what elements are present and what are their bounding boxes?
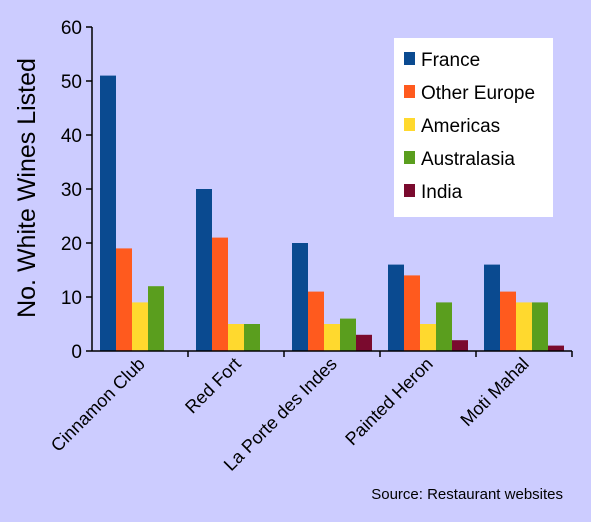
bar-india-2 (356, 334, 372, 351)
legend-swatch-france (404, 52, 415, 65)
bar-france-3 (388, 264, 404, 351)
bar-france-4 (484, 264, 500, 351)
y-tick-label: 50 (61, 72, 82, 93)
bar-other-europe-0 (116, 248, 132, 351)
bar-india-3 (452, 340, 468, 351)
bar-americas-0 (132, 302, 148, 351)
x-category-label: Cinnamon Club (47, 354, 149, 456)
y-tick-label: 20 (61, 234, 82, 255)
y-tick-label: 0 (71, 342, 82, 363)
bar-australasia-2 (340, 318, 356, 351)
x-category-label: Red Fort (181, 354, 245, 418)
legend-box (394, 38, 553, 217)
bar-other-europe-2 (308, 291, 324, 351)
bar-australasia-0 (148, 286, 164, 351)
legend-swatch-americas (404, 118, 415, 131)
bar-india-4 (548, 345, 564, 351)
legend: France Other Europe Americas Australasia Ind… (394, 38, 553, 217)
bar-france-2 (292, 243, 308, 351)
x-category-label: Painted Heron (341, 354, 437, 450)
bar-france-0 (100, 75, 116, 351)
legend-swatch-australasia (404, 151, 415, 164)
legend-label: Other Europe (421, 83, 535, 104)
bar-australasia-1 (244, 324, 260, 351)
bar-americas-1 (228, 324, 244, 351)
bar-other-europe-1 (212, 237, 228, 351)
bar-americas-4 (516, 302, 532, 351)
y-tick-label: 60 (61, 18, 82, 39)
bar-other-europe-3 (404, 275, 420, 351)
bar-americas-2 (324, 324, 340, 351)
source-note: Source: Restaurant websites (371, 486, 563, 503)
bar-australasia-4 (532, 302, 548, 351)
legend-swatch-india (404, 184, 415, 197)
y-axis-label: No. White Wines Listed (13, 58, 41, 318)
y-ticks-group: 0 10 20 30 40 50 60 (61, 18, 92, 363)
legend-label: Australasia (421, 149, 515, 170)
y-tick-label: 40 (61, 126, 82, 147)
legend-label: India (421, 182, 463, 203)
legend-label: France (421, 50, 480, 71)
bar-other-europe-4 (500, 291, 516, 351)
x-category-label: Moti Mahal (456, 354, 532, 430)
legend-label: Americas (421, 116, 500, 137)
bar-australasia-3 (436, 302, 452, 351)
bar-france-1 (196, 189, 212, 351)
bars-group (100, 75, 564, 351)
legend-swatch-other-europe (404, 85, 415, 98)
bar-americas-3 (420, 324, 436, 351)
y-tick-label: 30 (61, 180, 82, 201)
y-tick-label: 10 (61, 288, 82, 309)
